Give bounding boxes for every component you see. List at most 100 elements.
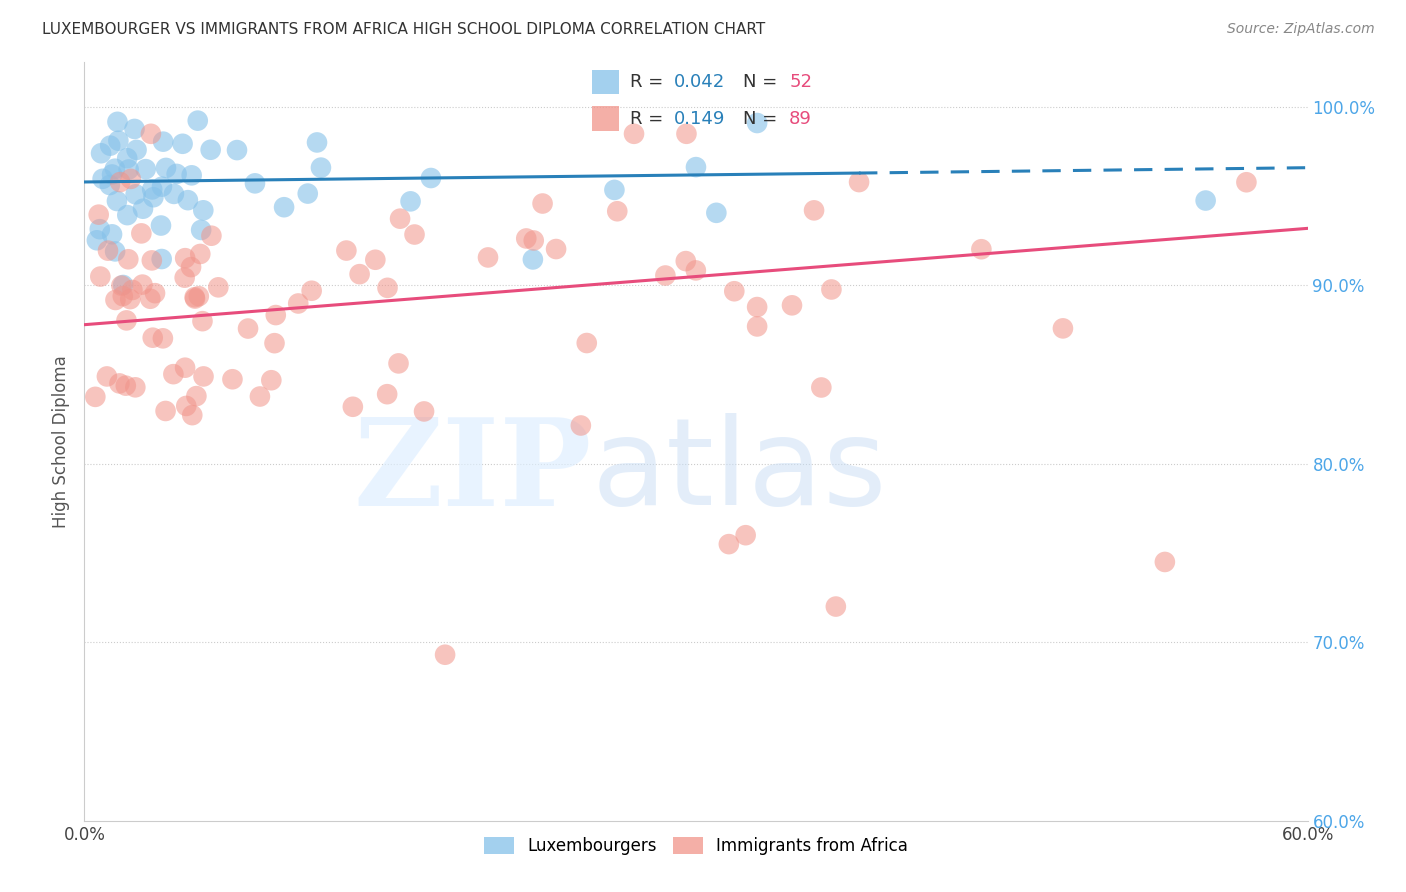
Point: [173, 270, 195, 285]
Point: [523, 234, 546, 248]
Point: [124, 380, 146, 394]
Point: [105, 194, 128, 208]
Point: [180, 260, 202, 274]
Point: [747, 116, 769, 130]
Point: [654, 268, 676, 283]
Point: [603, 183, 626, 197]
Point: [569, 418, 592, 433]
Point: [141, 253, 163, 268]
Point: [174, 251, 197, 265]
Point: [149, 219, 172, 233]
Point: [824, 599, 846, 614]
Point: [734, 528, 756, 542]
Point: [131, 227, 153, 241]
Point: [107, 115, 129, 129]
Point: [263, 336, 285, 351]
Point: [193, 369, 215, 384]
Point: [118, 162, 141, 177]
Point: [150, 252, 173, 266]
Point: [236, 321, 259, 335]
Point: [166, 167, 188, 181]
Point: [112, 278, 135, 293]
Point: [349, 267, 371, 281]
Point: [200, 143, 222, 157]
Point: [717, 537, 740, 551]
Point: [115, 313, 138, 327]
Point: [183, 290, 205, 304]
Point: [155, 161, 177, 175]
Point: [389, 211, 412, 226]
Point: [141, 182, 163, 196]
Point: [120, 292, 142, 306]
Point: [187, 289, 209, 303]
Point: [125, 143, 148, 157]
Point: [191, 314, 214, 328]
Point: [101, 168, 124, 182]
Point: [1195, 194, 1218, 208]
Point: [780, 298, 803, 312]
Point: [342, 400, 364, 414]
Point: [193, 203, 215, 218]
Point: [207, 280, 229, 294]
Point: [104, 293, 127, 307]
Text: 0.149: 0.149: [673, 110, 725, 128]
Point: [162, 367, 184, 381]
Point: [174, 399, 197, 413]
Point: [226, 143, 249, 157]
Point: [110, 278, 132, 293]
Text: 52: 52: [789, 73, 813, 91]
Point: [117, 252, 139, 267]
Point: [97, 244, 120, 258]
Point: [301, 284, 323, 298]
Point: [115, 151, 138, 165]
Point: [803, 203, 825, 218]
Point: [243, 177, 266, 191]
Point: [546, 242, 568, 256]
Text: atlas: atlas: [592, 413, 887, 531]
Text: LUXEMBOURGER VS IMMIGRANTS FROM AFRICA HIGH SCHOOL DIPLOMA CORRELATION CHART: LUXEMBOURGER VS IMMIGRANTS FROM AFRICA H…: [42, 22, 765, 37]
Point: [723, 285, 745, 299]
Legend: Luxembourgers, Immigrants from Africa: Luxembourgers, Immigrants from Africa: [477, 830, 915, 862]
Point: [200, 228, 222, 243]
Point: [221, 372, 243, 386]
Point: [152, 331, 174, 345]
Point: [747, 300, 769, 314]
Point: [260, 373, 283, 387]
Point: [1236, 175, 1258, 189]
Point: [150, 179, 173, 194]
Point: [104, 161, 127, 176]
Point: [177, 193, 200, 207]
Point: [375, 387, 398, 401]
Point: [90, 146, 112, 161]
Point: [101, 227, 124, 242]
Point: [249, 390, 271, 404]
Point: [139, 292, 162, 306]
Point: [1052, 321, 1074, 335]
Point: [477, 251, 499, 265]
Point: [142, 190, 165, 204]
Point: [335, 244, 357, 258]
Point: [264, 308, 287, 322]
Point: [108, 376, 131, 391]
Point: [675, 127, 697, 141]
Text: N =: N =: [742, 110, 783, 128]
Point: [184, 292, 207, 306]
Point: [685, 263, 707, 277]
Point: [89, 269, 111, 284]
Text: N =: N =: [742, 73, 783, 91]
Text: ZIP: ZIP: [354, 413, 592, 531]
Point: [174, 360, 197, 375]
Point: [86, 233, 108, 247]
Point: [309, 161, 332, 175]
Point: [172, 136, 194, 151]
Point: [685, 160, 707, 174]
Y-axis label: High School Diploma: High School Diploma: [52, 355, 70, 528]
Point: [515, 231, 537, 245]
Point: [121, 283, 143, 297]
Text: R =: R =: [630, 110, 669, 128]
Point: [434, 648, 457, 662]
Point: [187, 113, 209, 128]
Point: [420, 171, 443, 186]
Point: [399, 194, 422, 209]
Bar: [592, 70, 619, 95]
